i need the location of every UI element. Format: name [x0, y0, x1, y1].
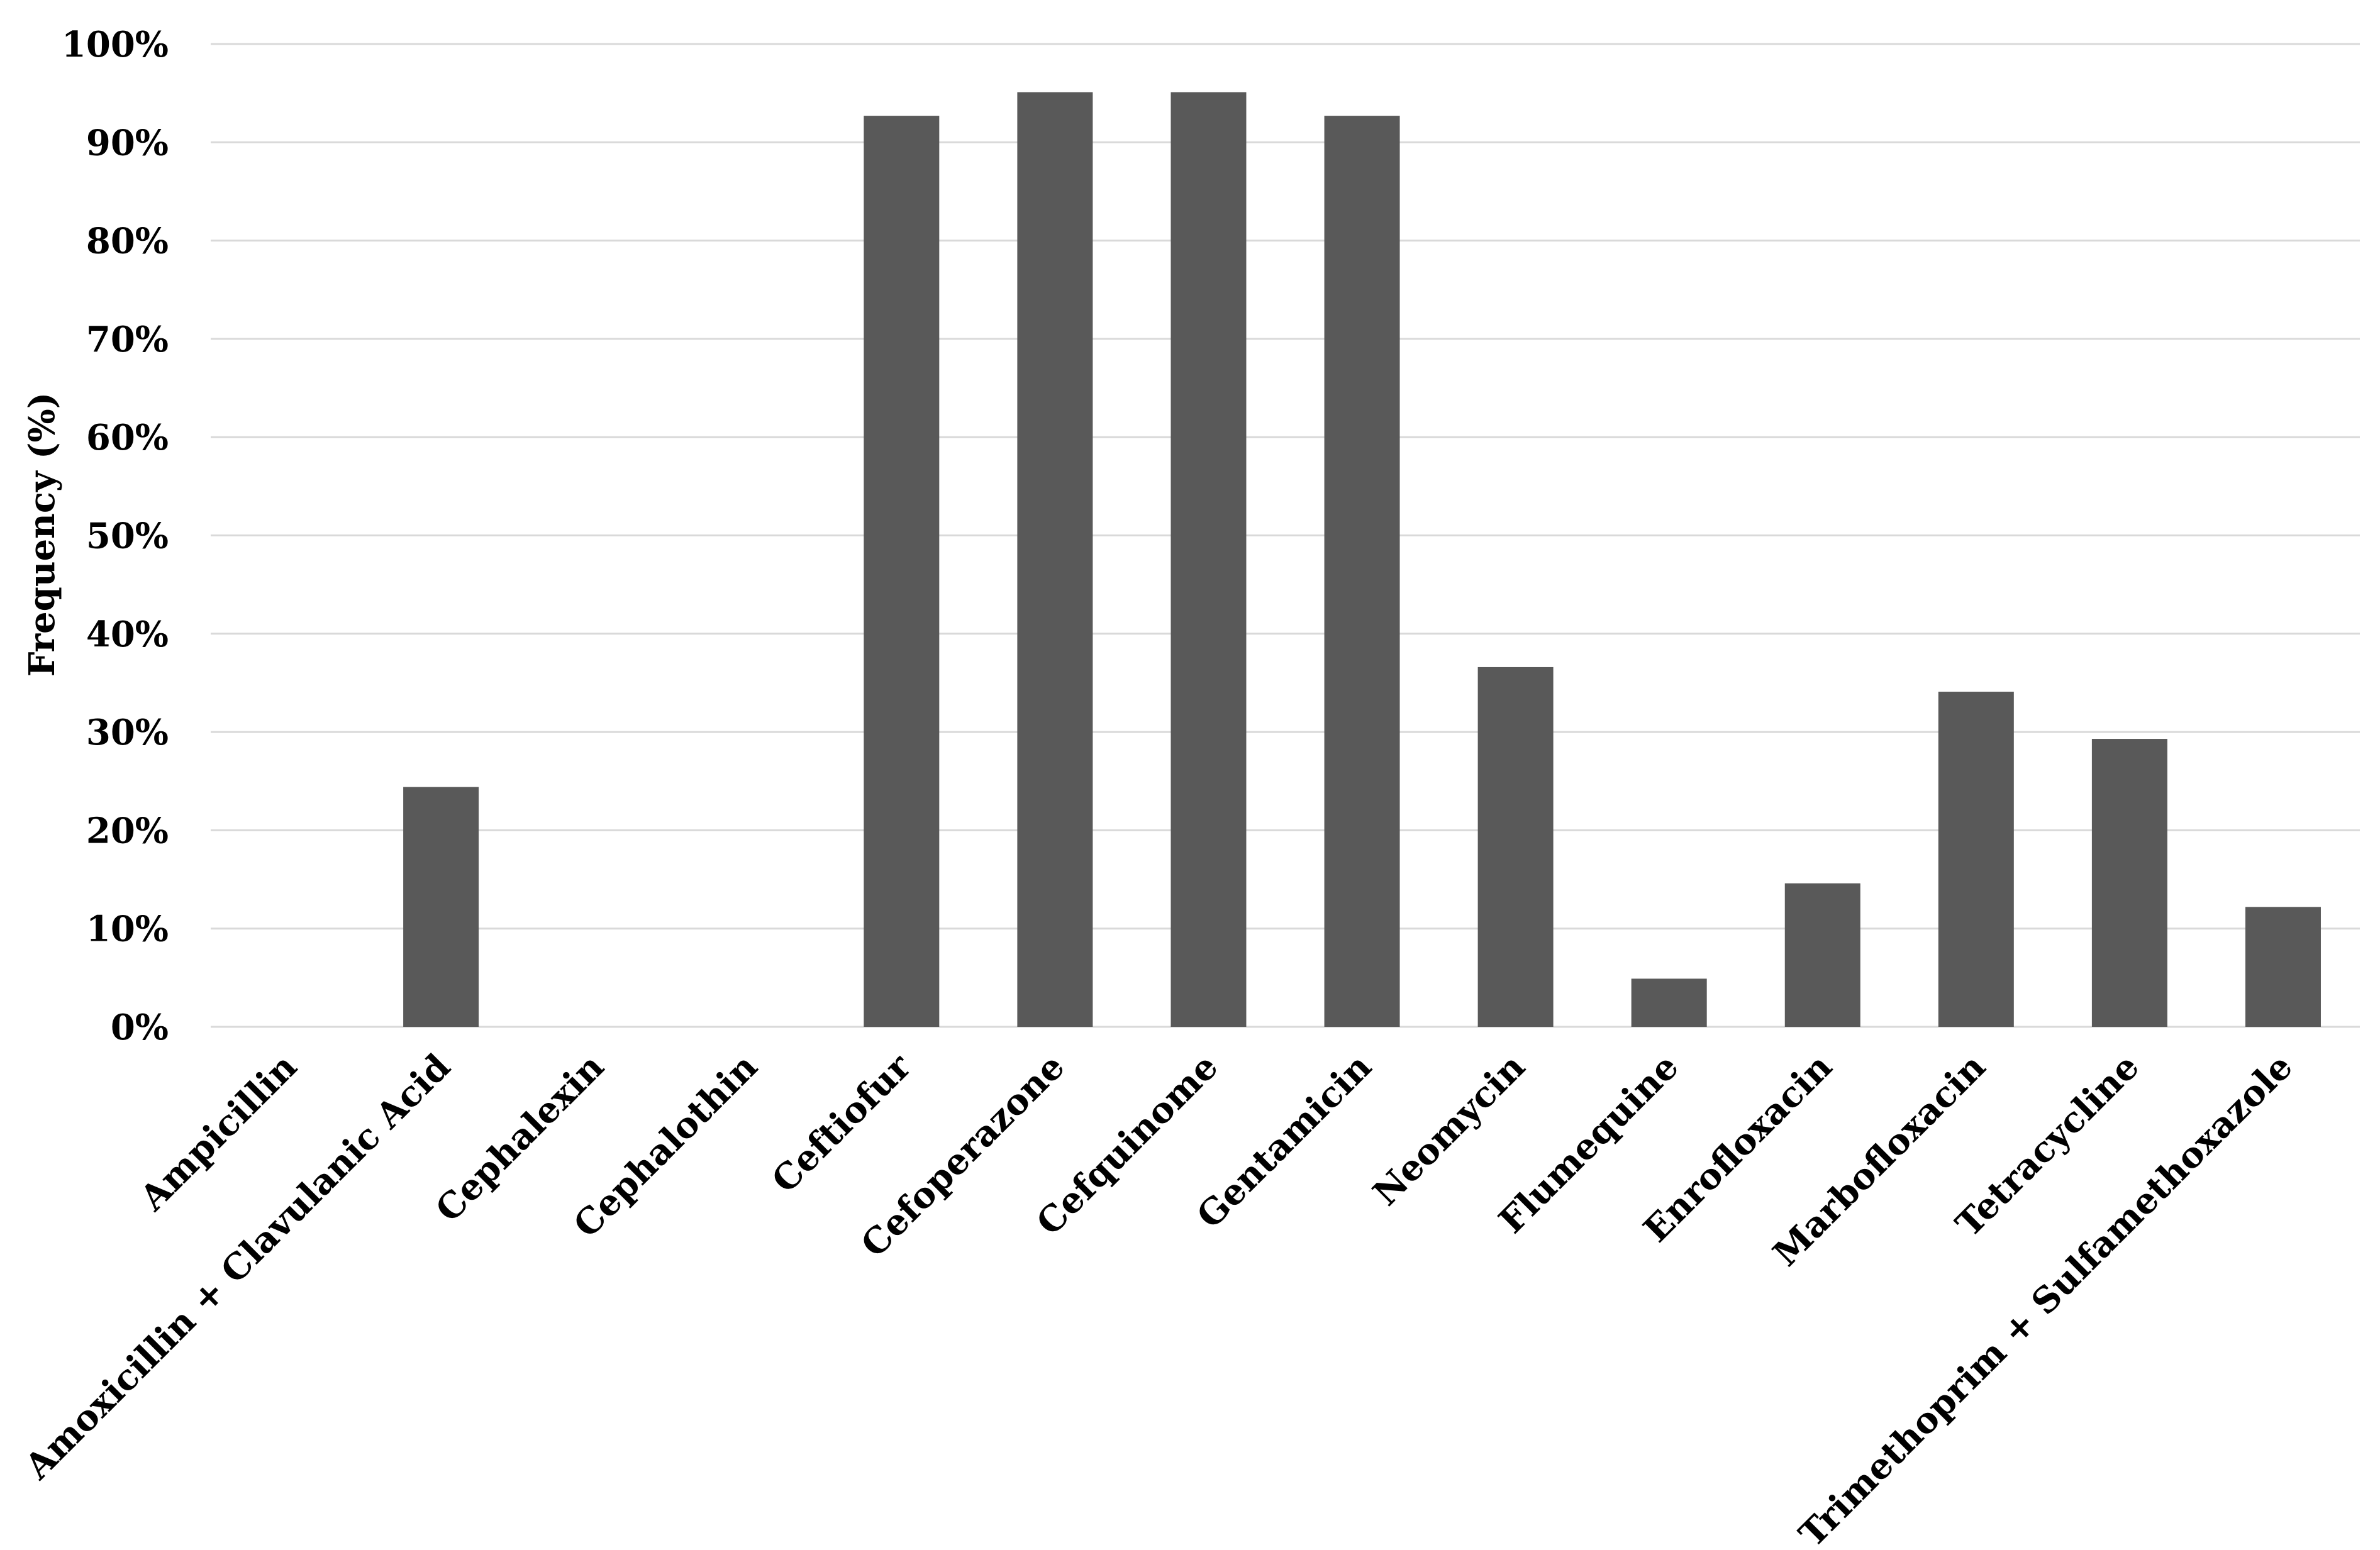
bar	[1017, 92, 1093, 1027]
y-tick-label: 50%	[86, 516, 169, 557]
x-tick-label: Ampicillin	[131, 1046, 305, 1219]
y-tick-label: 60%	[86, 417, 169, 458]
bar	[1784, 883, 1860, 1027]
y-tick-label: 90%	[86, 122, 169, 163]
bar	[1631, 978, 1707, 1027]
bar	[1938, 692, 2014, 1027]
y-axis-label: Frequency (%)	[21, 392, 63, 677]
y-tick-label: 10%	[86, 909, 169, 950]
y-tick-label: 20%	[86, 810, 169, 851]
bar	[1171, 92, 1247, 1027]
gridlines	[211, 43, 2360, 1028]
bar	[2091, 739, 2167, 1027]
bar	[403, 787, 479, 1027]
bar	[2245, 907, 2321, 1027]
x-tick-label: Ceftiofur	[764, 1045, 920, 1201]
y-tick-label: 100%	[62, 24, 169, 65]
y-tick-label: 70%	[86, 319, 169, 360]
bar	[1477, 667, 1554, 1027]
y-tick-label: 40%	[86, 614, 169, 655]
x-tick-label: Neomycin	[1365, 1046, 1533, 1214]
y-tick-label: 0%	[111, 1007, 169, 1048]
y-tick-label: 30%	[86, 712, 169, 753]
bars	[403, 92, 2321, 1027]
bar	[864, 116, 940, 1027]
y-tick-label: 80%	[86, 221, 169, 262]
y-axis-ticks: 0% 10% 20% 30% 40% 50% 60% 70% 80% 90% 100%	[62, 24, 169, 1048]
bar	[1324, 116, 1400, 1027]
